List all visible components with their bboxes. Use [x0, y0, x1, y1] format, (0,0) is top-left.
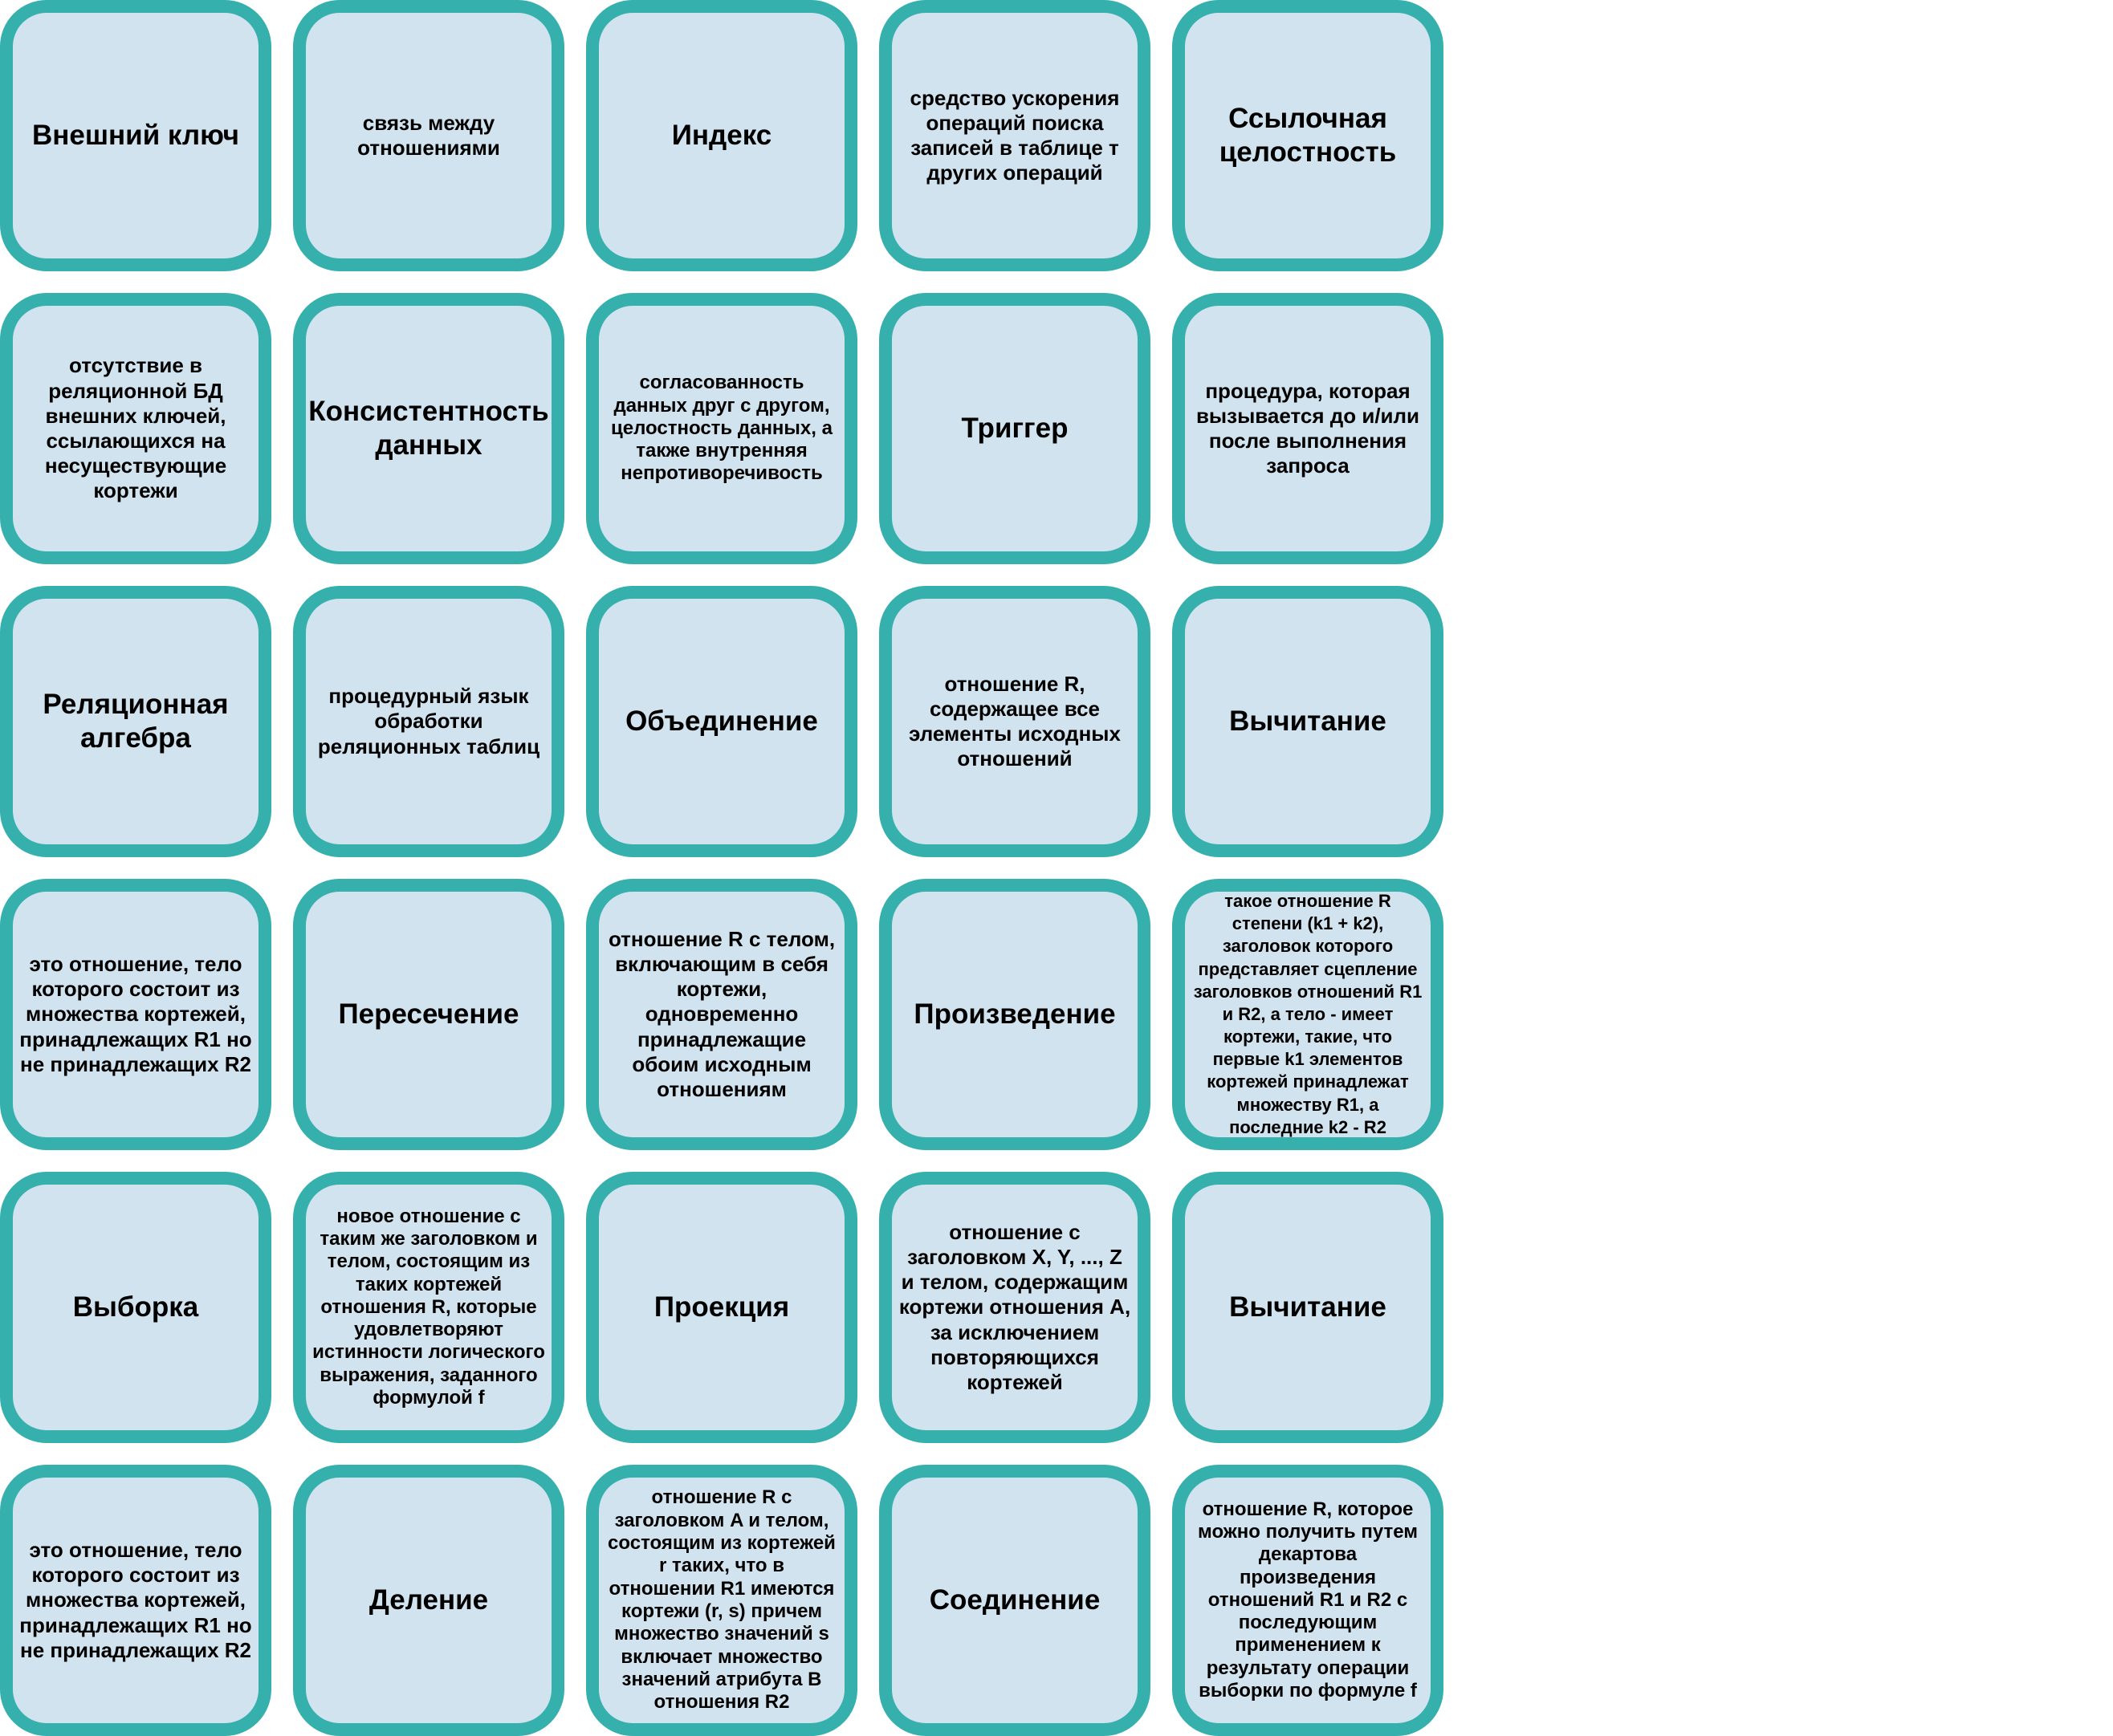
card-definition[interactable]: такое отношение R степени (k1 + k2), заг…: [1172, 879, 1443, 1150]
card-text: отношение с заголовком X, Y, ..., Z и те…: [898, 1219, 1131, 1394]
card-definition[interactable]: отсутствие в реляционной БД внешних ключ…: [0, 293, 271, 564]
card-term-intersection[interactable]: Пересечение: [293, 879, 564, 1150]
card-text: Произведение: [914, 998, 1116, 1030]
card-text: Объединение: [625, 705, 818, 737]
card-text: Пересечение: [338, 998, 519, 1030]
card-term-trigger[interactable]: Триггер: [879, 293, 1150, 564]
card-text: согласованность данных друг с другом, це…: [611, 372, 833, 485]
card-term-relational-algebra[interactable]: Реляционная алгебра: [0, 586, 271, 857]
card-text: такое отношение R степени (k1 + k2), заг…: [1193, 891, 1423, 1137]
card-term-difference[interactable]: Вычитание: [1172, 586, 1443, 857]
card-text: Проекция: [653, 1291, 790, 1323]
card-text: процедурный язык обработки реляционных т…: [317, 684, 540, 758]
card-text: Вычитание: [1229, 1291, 1386, 1323]
card-text: Консистентность данных: [308, 396, 549, 461]
card-text: Вычитание: [1229, 705, 1386, 737]
card-term-product[interactable]: Произведение: [879, 879, 1150, 1150]
card-text: это отношение, тело которого состоит из …: [19, 952, 252, 1076]
card-definition[interactable]: отношение R, которое можно получить путе…: [1172, 1465, 1443, 1736]
card-term-foreign-key[interactable]: Внешний ключ: [0, 0, 271, 271]
card-text: это отношение, тело которого состоит из …: [19, 1538, 252, 1662]
card-term-union[interactable]: Объединение: [586, 586, 857, 857]
card-text: отношение R с заголовком A и телом, сост…: [608, 1486, 836, 1714]
card-term-division[interactable]: Деление: [293, 1465, 564, 1736]
card-definition[interactable]: отношение R с заголовком A и телом, сост…: [586, 1465, 857, 1736]
card-term-selection[interactable]: Выборка: [0, 1172, 271, 1443]
card-definition[interactable]: согласованность данных друг с другом, це…: [586, 293, 857, 564]
card-term-data-consistency[interactable]: Консистентность данных: [293, 293, 564, 564]
card-text: отношение R, которое можно получить путе…: [1198, 1498, 1418, 1702]
card-definition[interactable]: связь между отношениями: [293, 0, 564, 271]
card-text: связь между отношениями: [357, 110, 500, 160]
card-text: отсутствие в реляционной БД внешних ключ…: [44, 353, 227, 503]
card-text: новое отношение с таким же заголовком и …: [312, 1205, 545, 1409]
card-term-join[interactable]: Соединение: [879, 1465, 1150, 1736]
card-term-difference[interactable]: Вычитание: [1172, 1172, 1443, 1443]
card-text: Выборка: [72, 1291, 199, 1323]
card-text: Внешний ключ: [31, 120, 239, 151]
card-definition[interactable]: отношение R, содержащее все элементы исх…: [879, 586, 1150, 857]
card-text: Ссылочная целостность: [1219, 103, 1397, 168]
card-definition[interactable]: процедурный язык обработки реляционных т…: [293, 586, 564, 857]
card-text: отношение R, содержащее все элементы исх…: [909, 671, 1121, 771]
card-text: Индекс: [671, 120, 772, 151]
card-text: Триггер: [961, 413, 1069, 444]
card-definition[interactable]: новое отношение с таким же заголовком и …: [293, 1172, 564, 1443]
card-text: процедура, которая вызывается до и/или п…: [1195, 378, 1420, 478]
card-text: Деление: [368, 1584, 489, 1616]
card-term-index[interactable]: Индекс: [586, 0, 857, 271]
card-definition[interactable]: средство ускорения операций поиска запис…: [879, 0, 1150, 271]
card-text: отношение R с телом, включающим в себя к…: [608, 926, 836, 1101]
card-definition[interactable]: это отношение, тело которого состоит из …: [0, 1465, 271, 1736]
card-definition[interactable]: отношение R с телом, включающим в себя к…: [586, 879, 857, 1150]
card-text: Соединение: [929, 1584, 1101, 1616]
card-definition[interactable]: это отношение, тело которого состоит из …: [0, 879, 271, 1150]
card-term-projection[interactable]: Проекция: [586, 1172, 857, 1443]
card-grid: Внешний ключ связь между отношениями Инд…: [0, 0, 1443, 1736]
card-definition[interactable]: процедура, которая вызывается до и/или п…: [1172, 293, 1443, 564]
card-text: средство ускорения операций поиска запис…: [910, 85, 1120, 185]
card-term-referential-integrity[interactable]: Ссылочная целостность: [1172, 0, 1443, 271]
card-definition[interactable]: отношение с заголовком X, Y, ..., Z и те…: [879, 1172, 1150, 1443]
card-text: Реляционная алгебра: [43, 689, 229, 754]
